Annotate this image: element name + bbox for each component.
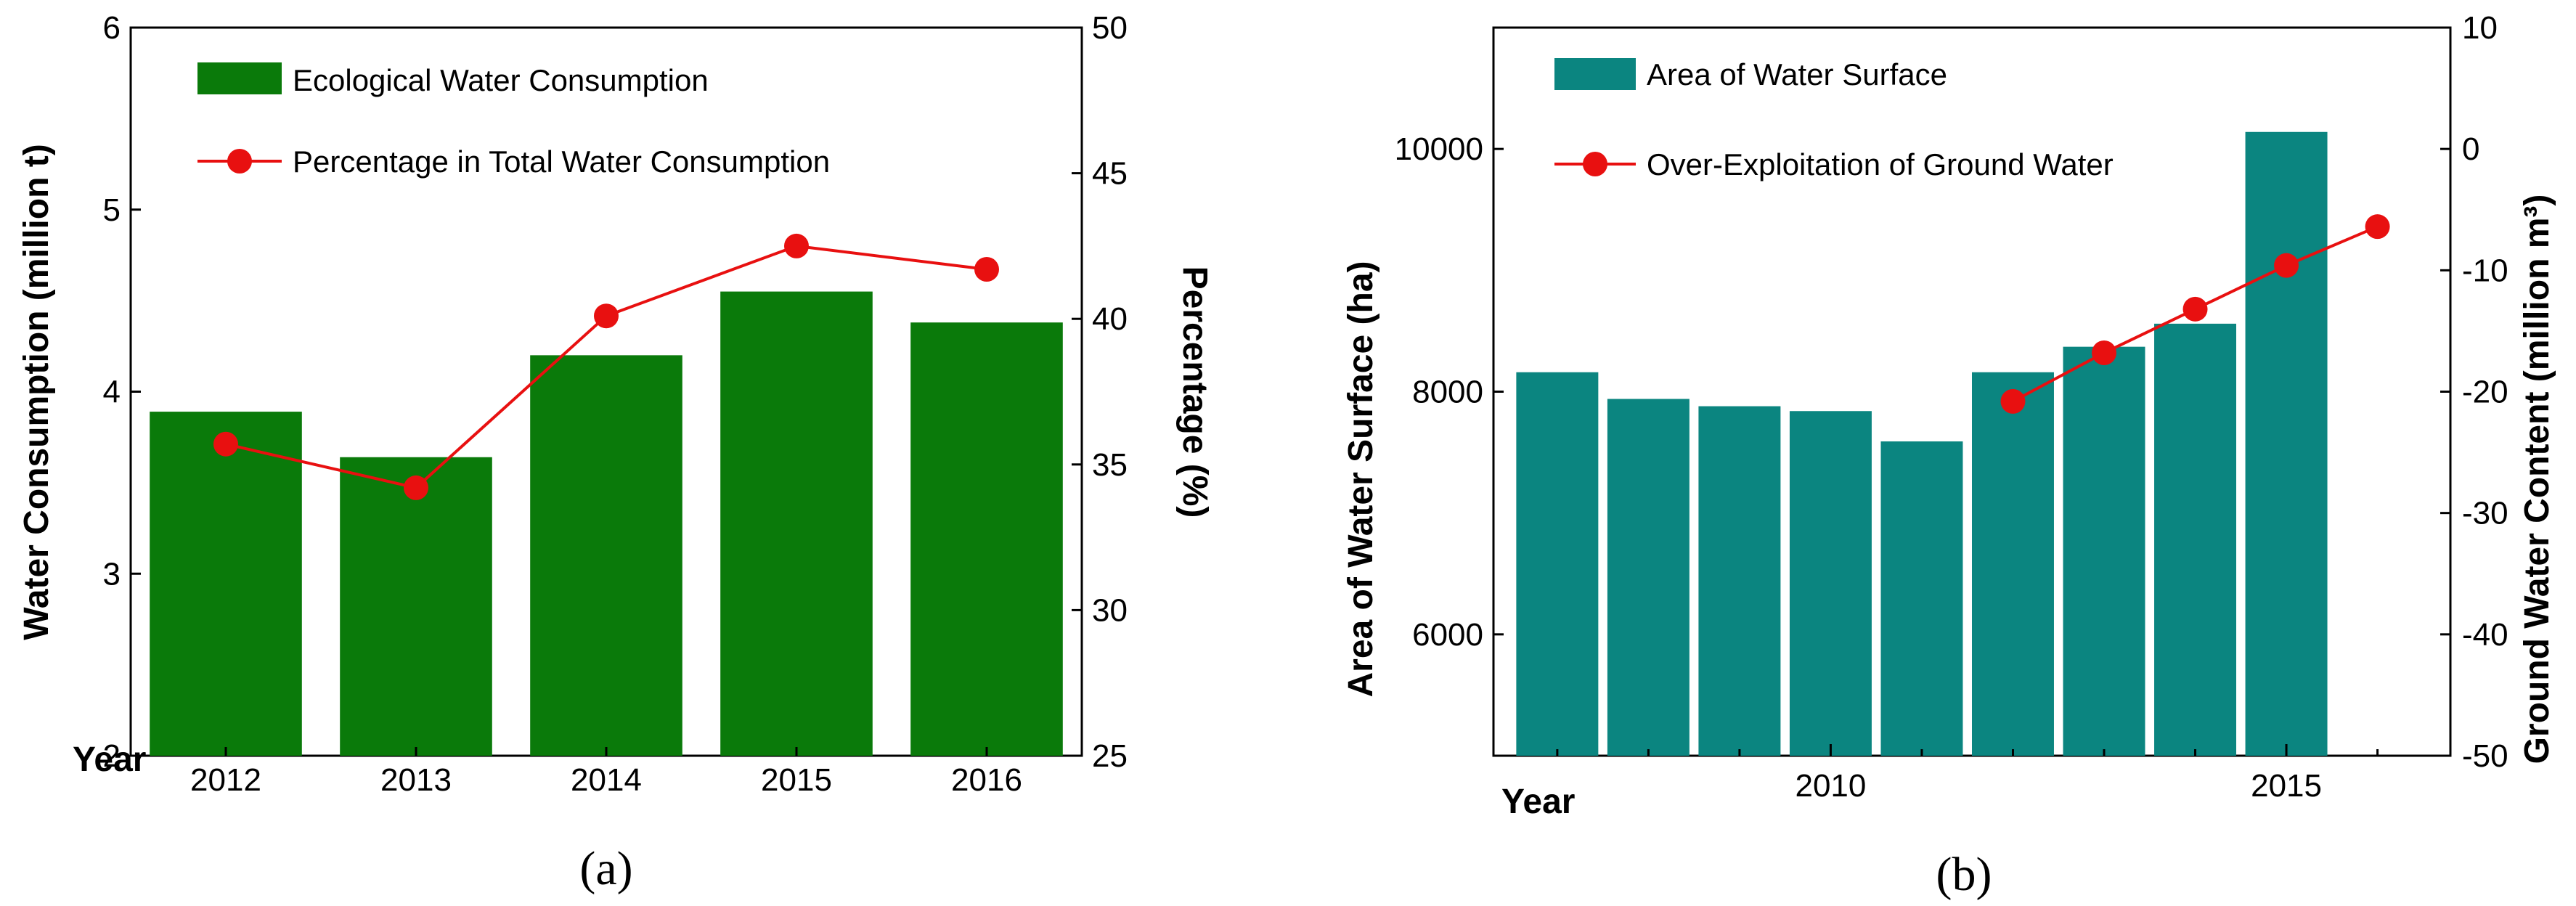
- y-left-tick-label-10000: 10000: [1395, 131, 1483, 167]
- bar-ecological-water-2016: [910, 322, 1063, 756]
- x-tick-label-2013: 2013: [380, 762, 452, 798]
- y-left-tick-label-6000: 6000: [1412, 617, 1483, 653]
- y-left-tick-label-2: 2: [103, 738, 121, 774]
- bar-water-surface-2014: [2154, 323, 2237, 756]
- bar-water-surface-2013: [2063, 346, 2145, 756]
- panel-b-caption: (b): [1936, 848, 1992, 901]
- y-right-tick-label--40: -40: [2462, 617, 2508, 653]
- y-right-tick-label--20: -20: [2462, 375, 2508, 410]
- bar-water-surface-2011: [1880, 441, 1963, 756]
- x-tick-label-2015: 2015: [761, 762, 832, 798]
- x-tick-label-2016: 2016: [951, 762, 1022, 798]
- x-tick-label-2012: 2012: [190, 762, 261, 798]
- panel-a-right-axis-label: Percentage (%): [1175, 266, 1214, 518]
- x-tick-label-2015: 2015: [2251, 768, 2322, 804]
- bar-water-surface-2009: [1698, 406, 1781, 756]
- bar-water-surface-2015: [2245, 131, 2328, 756]
- point-ground-water-2012: [2000, 388, 2026, 414]
- legend-marker-percentage: [227, 149, 252, 174]
- y-left-tick-label-3: 3: [103, 556, 121, 592]
- y-right-tick-label-30: 30: [1092, 592, 1128, 628]
- x-tick-label-2014: 2014: [571, 762, 642, 798]
- point-percentage-2016: [974, 256, 999, 282]
- bar-ecological-water-2012: [150, 412, 302, 756]
- legend-label-water-surface: Area of Water Surface: [1647, 57, 1947, 91]
- y-right-tick-label-0: 0: [2462, 131, 2479, 167]
- bar-ecological-water-2014: [530, 355, 682, 756]
- bar-water-surface-2012: [1972, 372, 2054, 756]
- panel-b-legend: Area of Water Surface Over-Exploitation …: [1554, 57, 2114, 181]
- panel-b-chart: 2010 20156000800010000100-10-20-30-40-50 …: [1342, 10, 2556, 901]
- y-left-tick-label-4: 4: [103, 375, 121, 410]
- y-right-tick-label-45: 45: [1092, 156, 1128, 192]
- bar-water-surface-2008: [1607, 399, 1690, 756]
- legend-label-percentage: Percentage in Total Water Consumption: [293, 144, 830, 179]
- bar-ecological-water-2013: [340, 457, 492, 756]
- bar-water-surface-2010: [1789, 411, 1872, 756]
- legend-swatch-water-surface: [1554, 58, 1636, 90]
- y-left-tick-label-8000: 8000: [1412, 375, 1483, 410]
- panel-b-right-axis-label: Ground Water Content (million m³): [2518, 195, 2556, 764]
- point-percentage-2015: [784, 233, 809, 258]
- y-left-tick-label-6: 6: [103, 10, 121, 46]
- panel-a-year-label: Year: [73, 740, 146, 779]
- panel-a-caption: (a): [579, 842, 632, 895]
- y-right-tick-label-25: 25: [1092, 738, 1128, 774]
- x-tick-label-2010: 2010: [1795, 768, 1866, 804]
- legend-swatch-ecological-water: [197, 62, 282, 94]
- y-right-tick-label-35: 35: [1092, 447, 1128, 483]
- y-right-tick-label--50: -50: [2462, 738, 2508, 774]
- y-left-tick-label-5: 5: [103, 192, 121, 228]
- point-ground-water-2016: [2365, 214, 2390, 240]
- bar-ecological-water-2015: [720, 291, 873, 756]
- panel-a-legend: Ecological Water Consumption Percentage …: [197, 62, 830, 179]
- legend-label-ecological-water: Ecological Water Consumption: [293, 63, 709, 97]
- legend-label-ground-water: Over-Exploitation of Ground Water: [1647, 147, 2114, 181]
- point-percentage-2012: [213, 431, 238, 457]
- panel-b-left-axis-label: Area of Water Surface (ha): [1342, 261, 1380, 697]
- y-right-tick-label-50: 50: [1092, 10, 1128, 46]
- panel-b-year-label: Year: [1501, 783, 1575, 821]
- panel-a-left-axis-label: Water Consumption (million t): [17, 144, 56, 640]
- point-ground-water-2014: [2182, 296, 2208, 322]
- y-right-tick-label-10: 10: [2462, 10, 2498, 46]
- point-percentage-2014: [594, 303, 619, 329]
- legend-marker-ground-water: [1583, 152, 1607, 176]
- y-right-tick-label--30: -30: [2462, 496, 2508, 531]
- point-ground-water-2015: [2274, 253, 2299, 278]
- y-right-tick-label--10: -10: [2462, 253, 2508, 288]
- point-ground-water-2013: [2092, 340, 2117, 366]
- bar-water-surface-2007: [1516, 372, 1599, 756]
- y-right-tick-label-40: 40: [1092, 301, 1128, 337]
- point-percentage-2013: [404, 475, 428, 500]
